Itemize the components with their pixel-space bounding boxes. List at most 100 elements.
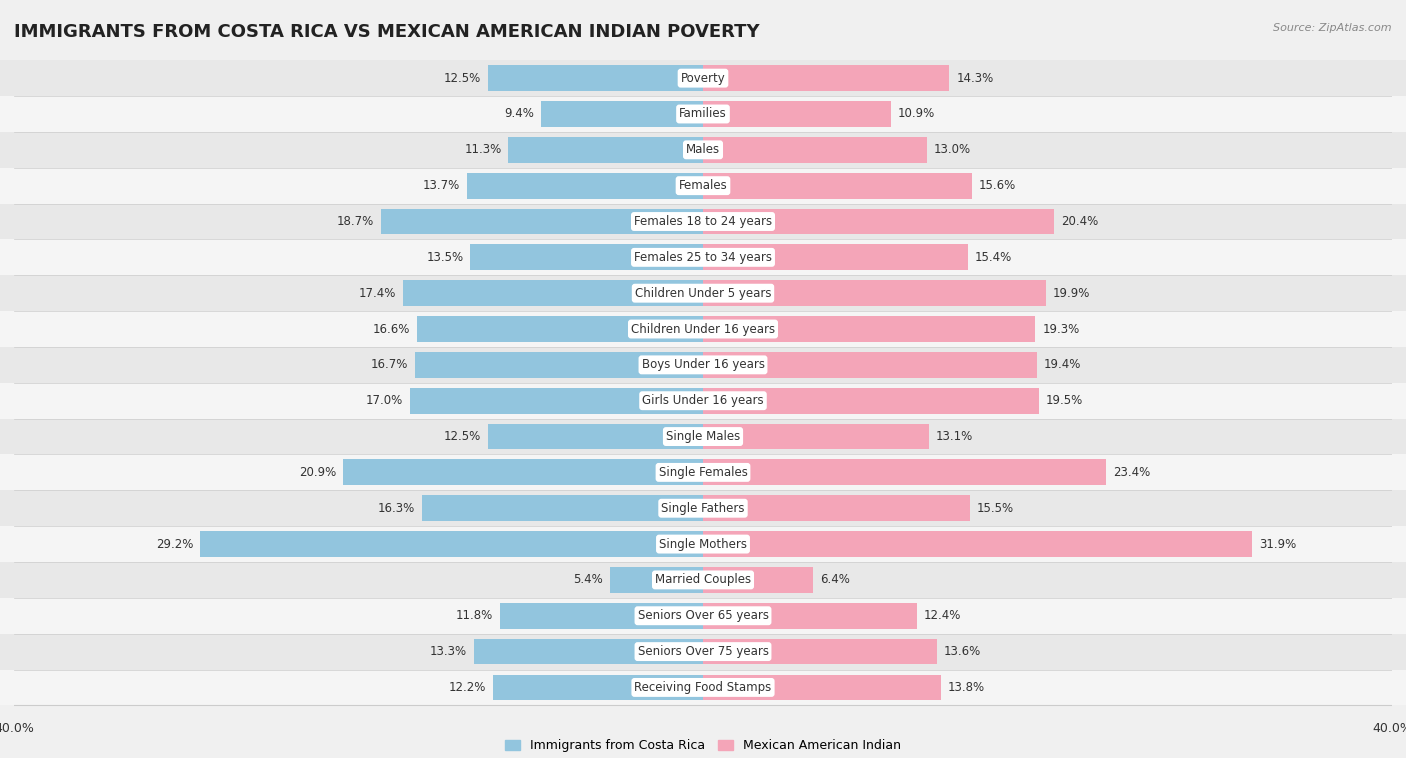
Text: 6.4%: 6.4% <box>820 573 851 587</box>
Bar <box>0 455 1406 490</box>
Bar <box>703 388 1039 414</box>
Text: 13.7%: 13.7% <box>423 179 460 193</box>
Bar <box>703 137 927 163</box>
Bar <box>703 208 1054 234</box>
Text: Males: Males <box>686 143 720 156</box>
Text: 16.6%: 16.6% <box>373 323 411 336</box>
Text: Females: Females <box>679 179 727 193</box>
Bar <box>703 316 1035 342</box>
Text: Families: Families <box>679 108 727 121</box>
Bar <box>381 208 703 234</box>
Text: 10.9%: 10.9% <box>897 108 935 121</box>
Text: 12.5%: 12.5% <box>443 430 481 443</box>
Bar <box>0 383 1406 418</box>
Bar <box>0 240 1406 275</box>
Text: Girls Under 16 years: Girls Under 16 years <box>643 394 763 407</box>
Bar <box>467 173 703 199</box>
Bar <box>0 347 1406 383</box>
Bar <box>703 459 1107 485</box>
Text: 12.5%: 12.5% <box>443 72 481 85</box>
Bar <box>488 65 703 91</box>
Text: 13.1%: 13.1% <box>935 430 973 443</box>
Text: Single Fathers: Single Fathers <box>661 502 745 515</box>
Text: 14.3%: 14.3% <box>956 72 994 85</box>
Text: 15.5%: 15.5% <box>977 502 1014 515</box>
Bar <box>703 101 891 127</box>
Text: 23.4%: 23.4% <box>1114 466 1150 479</box>
Text: 20.4%: 20.4% <box>1062 215 1098 228</box>
Bar <box>703 173 972 199</box>
Text: IMMIGRANTS FROM COSTA RICA VS MEXICAN AMERICAN INDIAN POVERTY: IMMIGRANTS FROM COSTA RICA VS MEXICAN AM… <box>14 23 759 41</box>
Bar <box>422 495 703 522</box>
Text: Single Mothers: Single Mothers <box>659 537 747 550</box>
Bar <box>703 244 969 271</box>
Text: 16.7%: 16.7% <box>371 359 409 371</box>
Text: Females 25 to 34 years: Females 25 to 34 years <box>634 251 772 264</box>
Bar <box>703 639 938 665</box>
Text: Source: ZipAtlas.com: Source: ZipAtlas.com <box>1274 23 1392 33</box>
Bar <box>703 675 941 700</box>
Bar <box>418 316 703 342</box>
Bar <box>703 352 1038 377</box>
Bar <box>703 603 917 628</box>
Text: 13.0%: 13.0% <box>934 143 972 156</box>
Text: 20.9%: 20.9% <box>299 466 336 479</box>
Bar <box>0 275 1406 311</box>
Text: Single Males: Single Males <box>666 430 740 443</box>
Bar <box>610 567 703 593</box>
Text: 31.9%: 31.9% <box>1260 537 1296 550</box>
Bar <box>343 459 703 485</box>
Text: 16.3%: 16.3% <box>378 502 415 515</box>
Text: 19.3%: 19.3% <box>1042 323 1080 336</box>
Text: 15.4%: 15.4% <box>976 251 1012 264</box>
Text: Poverty: Poverty <box>681 72 725 85</box>
Bar <box>411 388 703 414</box>
Bar <box>0 669 1406 706</box>
Bar <box>0 204 1406 240</box>
Bar <box>499 603 703 628</box>
Text: 15.6%: 15.6% <box>979 179 1015 193</box>
Text: 19.5%: 19.5% <box>1046 394 1083 407</box>
Text: Seniors Over 75 years: Seniors Over 75 years <box>637 645 769 658</box>
Text: Seniors Over 65 years: Seniors Over 65 years <box>637 609 769 622</box>
Text: 11.8%: 11.8% <box>456 609 494 622</box>
Bar <box>541 101 703 127</box>
Text: 9.4%: 9.4% <box>505 108 534 121</box>
Text: Children Under 16 years: Children Under 16 years <box>631 323 775 336</box>
Text: Children Under 5 years: Children Under 5 years <box>634 287 772 299</box>
Bar <box>415 352 703 377</box>
Text: Single Females: Single Females <box>658 466 748 479</box>
Text: 13.8%: 13.8% <box>948 681 984 694</box>
Bar <box>703 65 949 91</box>
Text: 19.4%: 19.4% <box>1045 359 1081 371</box>
Bar <box>703 495 970 522</box>
Text: 11.3%: 11.3% <box>464 143 502 156</box>
Text: Receiving Food Stamps: Receiving Food Stamps <box>634 681 772 694</box>
Bar <box>703 531 1253 557</box>
Bar <box>0 132 1406 168</box>
Text: 13.5%: 13.5% <box>426 251 464 264</box>
Bar <box>703 424 928 449</box>
Text: 18.7%: 18.7% <box>337 215 374 228</box>
Text: 17.0%: 17.0% <box>366 394 404 407</box>
Bar <box>0 526 1406 562</box>
Text: 29.2%: 29.2% <box>156 537 193 550</box>
Text: 17.4%: 17.4% <box>359 287 396 299</box>
Text: 19.9%: 19.9% <box>1053 287 1090 299</box>
Legend: Immigrants from Costa Rica, Mexican American Indian: Immigrants from Costa Rica, Mexican Amer… <box>505 740 901 753</box>
Text: 13.3%: 13.3% <box>430 645 467 658</box>
Bar <box>200 531 703 557</box>
Text: 12.4%: 12.4% <box>924 609 960 622</box>
Text: 5.4%: 5.4% <box>574 573 603 587</box>
Bar <box>703 280 1046 306</box>
Bar <box>488 424 703 449</box>
Bar <box>509 137 703 163</box>
Bar <box>0 418 1406 455</box>
Text: 13.6%: 13.6% <box>945 645 981 658</box>
Text: Females 18 to 24 years: Females 18 to 24 years <box>634 215 772 228</box>
Bar <box>703 567 813 593</box>
Text: 12.2%: 12.2% <box>449 681 486 694</box>
Bar <box>0 562 1406 598</box>
Bar <box>494 675 703 700</box>
Bar <box>0 490 1406 526</box>
